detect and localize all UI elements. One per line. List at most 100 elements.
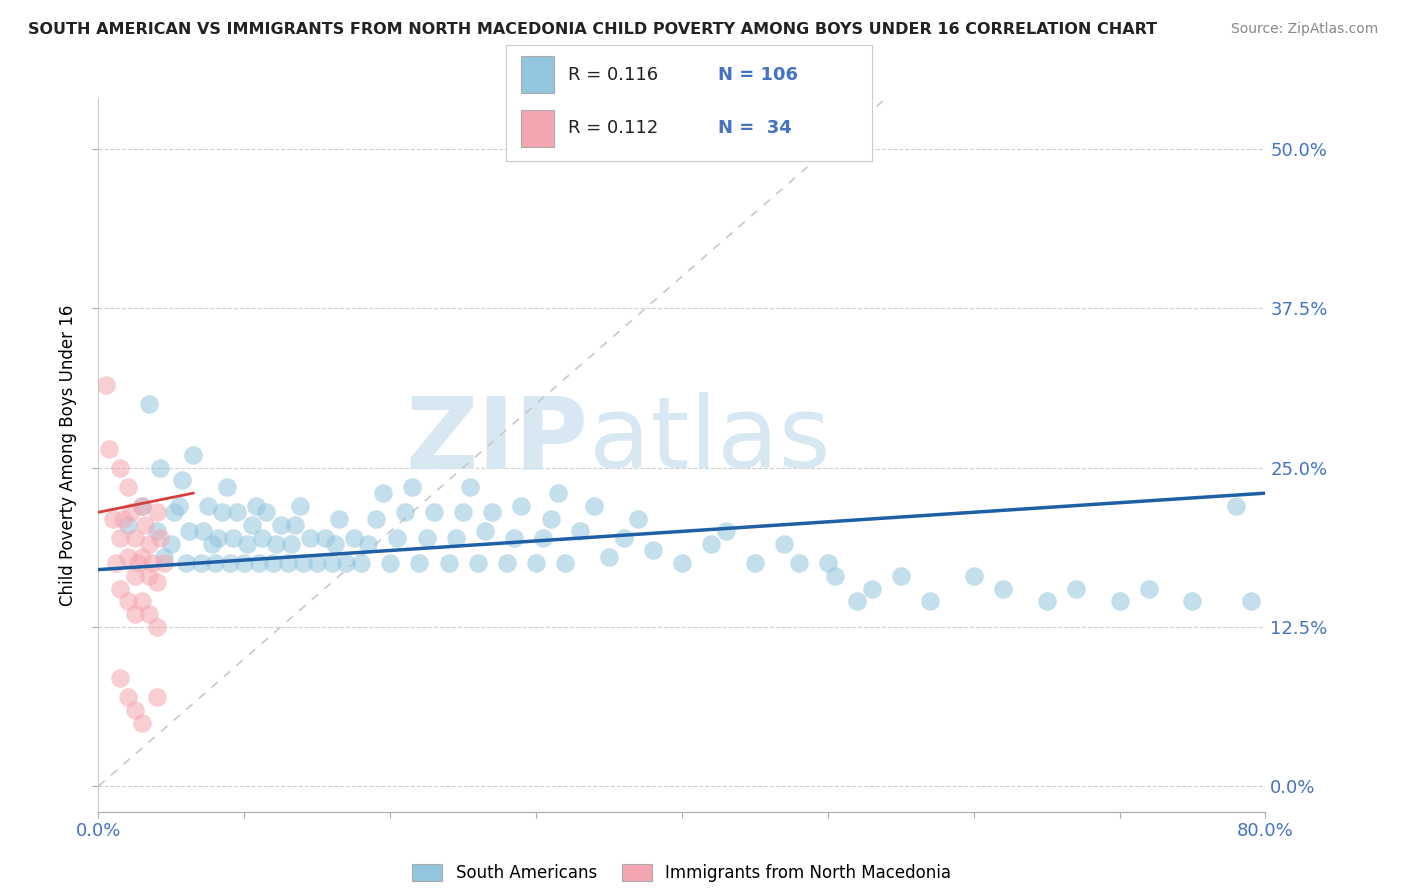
Point: [467, 556, 489, 570]
Point: [744, 556, 766, 570]
Point: [474, 524, 496, 539]
Text: Source: ZipAtlas.com: Source: ZipAtlas.com: [1230, 22, 1378, 37]
Point: [153, 556, 176, 570]
Point: [134, 518, 156, 533]
Point: [117, 594, 139, 608]
Point: [221, 531, 243, 545]
Point: [444, 531, 467, 545]
Point: [233, 556, 256, 570]
Point: [117, 549, 139, 564]
Point: [170, 474, 193, 488]
Point: [554, 556, 576, 570]
Point: [1108, 594, 1130, 608]
Point: [270, 518, 292, 533]
Point: [531, 531, 554, 545]
Point: [138, 537, 160, 551]
Text: N =  34: N = 34: [718, 120, 792, 137]
Point: [146, 575, 169, 590]
Point: [307, 556, 329, 570]
Point: [201, 537, 224, 551]
Point: [962, 569, 984, 583]
Point: [190, 556, 212, 570]
Point: [110, 671, 132, 685]
Point: [291, 556, 314, 570]
Point: [423, 505, 446, 519]
Point: [141, 556, 163, 570]
Point: [104, 556, 127, 570]
Text: R = 0.112: R = 0.112: [568, 120, 658, 137]
Point: [568, 524, 591, 539]
Point: [146, 505, 169, 519]
Y-axis label: Child Poverty Among Boys Under 16: Child Poverty Among Boys Under 16: [59, 304, 77, 606]
Text: SOUTH AMERICAN VS IMMIGRANTS FROM NORTH MACEDONIA CHILD POVERTY AMONG BOYS UNDER: SOUTH AMERICAN VS IMMIGRANTS FROM NORTH …: [28, 22, 1157, 37]
Point: [124, 607, 146, 622]
Point: [280, 537, 302, 551]
Point: [787, 556, 810, 570]
Text: N = 106: N = 106: [718, 66, 799, 84]
Point: [207, 531, 229, 545]
Point: [510, 499, 533, 513]
Point: [94, 377, 117, 392]
Point: [824, 569, 846, 583]
Point: [328, 511, 350, 525]
Point: [918, 594, 941, 608]
Point: [193, 524, 215, 539]
Point: [860, 582, 883, 596]
Point: [321, 556, 343, 570]
Point: [146, 690, 169, 704]
Point: [245, 499, 267, 513]
Point: [138, 569, 160, 583]
Text: atlas: atlas: [589, 392, 830, 489]
FancyBboxPatch shape: [520, 56, 554, 94]
Point: [277, 556, 299, 570]
Point: [481, 505, 503, 519]
Point: [197, 499, 219, 513]
Point: [1181, 594, 1204, 608]
Point: [131, 499, 153, 513]
Point: [218, 556, 240, 570]
Point: [1240, 594, 1263, 608]
Point: [247, 556, 270, 570]
Point: [112, 511, 135, 525]
Text: ZIP: ZIP: [406, 392, 589, 489]
Point: [540, 511, 562, 525]
Point: [131, 594, 153, 608]
Point: [236, 537, 259, 551]
Point: [890, 569, 912, 583]
Point: [117, 480, 139, 494]
Point: [408, 556, 430, 570]
Point: [204, 556, 226, 570]
Point: [1064, 582, 1087, 596]
Point: [1137, 582, 1160, 596]
Point: [110, 460, 132, 475]
Point: [131, 499, 153, 513]
Point: [598, 549, 620, 564]
Point: [503, 531, 526, 545]
Point: [250, 531, 273, 545]
Point: [343, 531, 366, 545]
Point: [153, 549, 176, 564]
Point: [394, 505, 416, 519]
Point: [401, 480, 423, 494]
Point: [437, 556, 460, 570]
Point: [378, 556, 402, 570]
Point: [387, 531, 409, 545]
Point: [124, 531, 146, 545]
Point: [335, 556, 357, 570]
Point: [284, 518, 307, 533]
Point: [131, 549, 153, 564]
Point: [1225, 499, 1247, 513]
FancyBboxPatch shape: [520, 110, 554, 146]
Point: [371, 486, 394, 500]
Point: [215, 480, 238, 494]
Point: [124, 569, 146, 583]
Point: [97, 442, 120, 456]
Point: [288, 499, 311, 513]
Point: [160, 537, 183, 551]
Point: [127, 556, 149, 570]
Point: [524, 556, 547, 570]
Point: [460, 480, 482, 494]
Point: [110, 531, 132, 545]
Point: [1035, 594, 1057, 608]
Point: [149, 460, 172, 475]
